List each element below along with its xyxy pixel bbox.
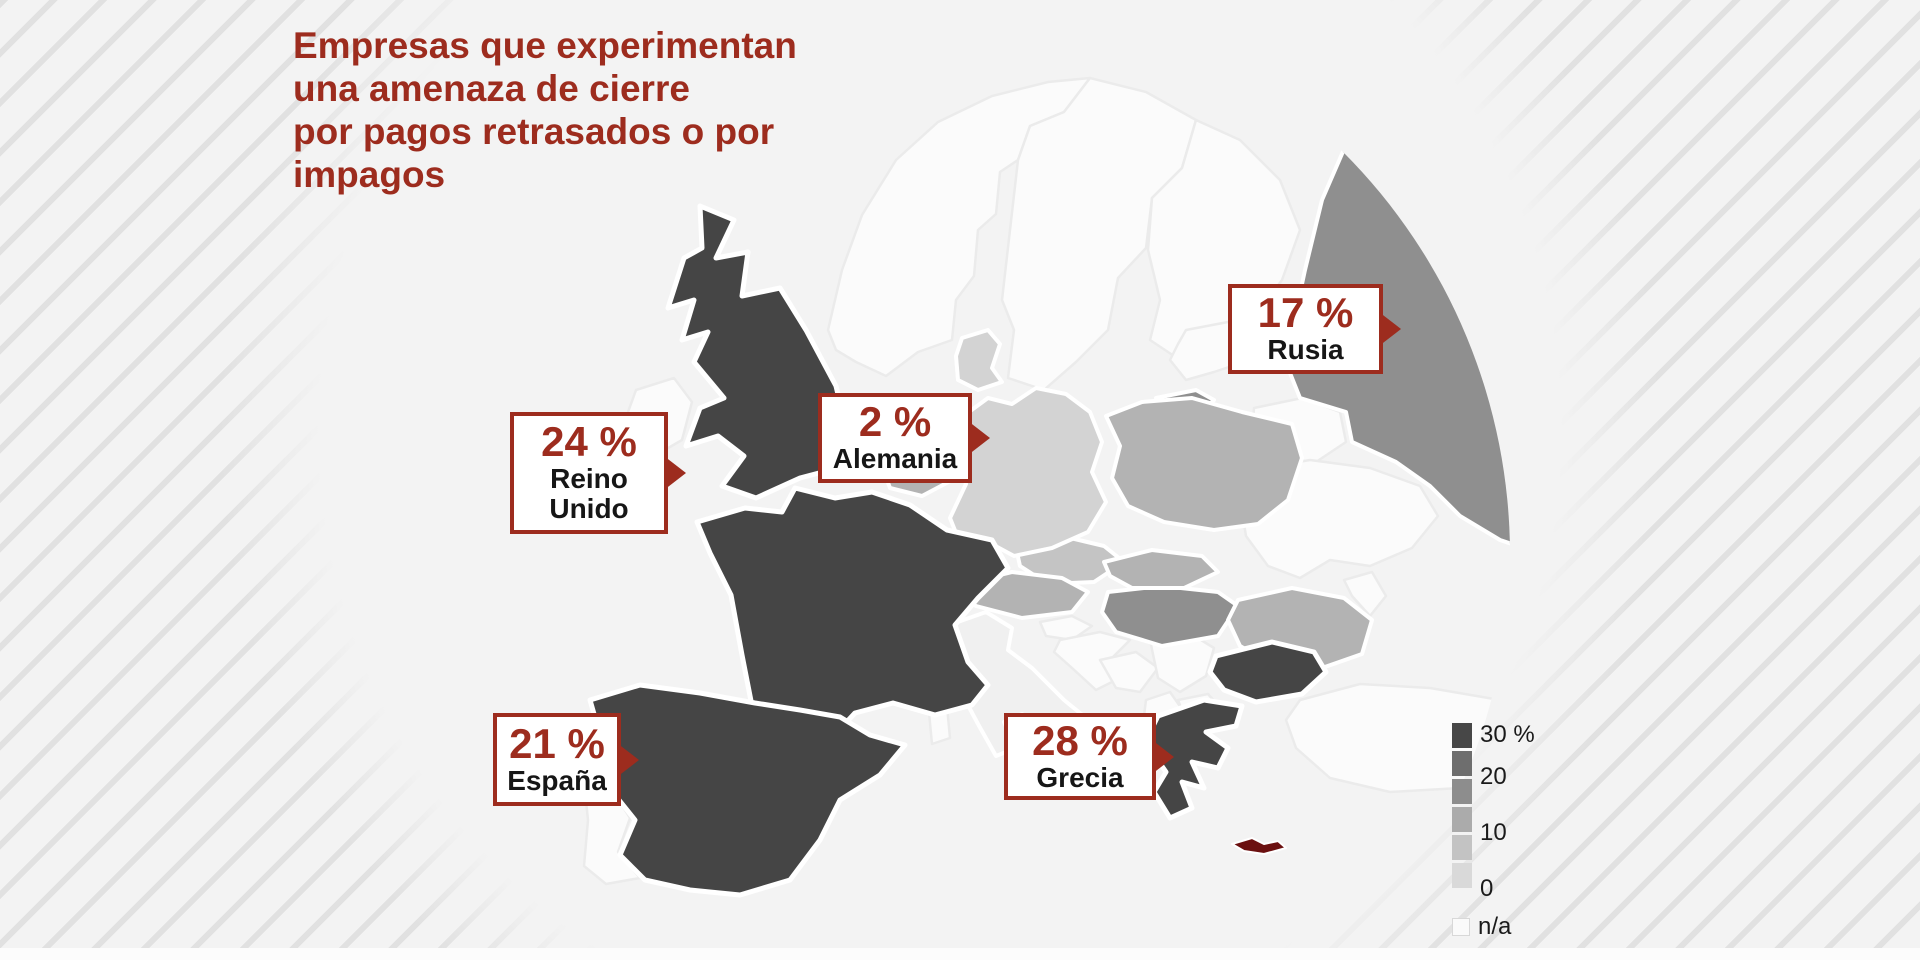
title-line-2: una amenaza de cierre	[293, 68, 690, 109]
legend-label-10: 10	[1480, 819, 1507, 846]
title-line-3: por pagos retrasados o por	[293, 111, 775, 152]
country-bulgaria	[1207, 639, 1329, 705]
callout-country-line: Reino	[550, 462, 628, 494]
callout-country-line: Grecia	[1036, 761, 1124, 793]
callout-value-rusia: 17 %	[1257, 289, 1354, 337]
chart-title: Empresas que experimentan una amenaza de…	[293, 24, 797, 196]
callout-espana: 21 % España	[493, 713, 639, 806]
legend-swatch-15	[1452, 807, 1472, 832]
title-line-4: impagos	[293, 154, 446, 195]
legend-na-row: n/a	[1452, 913, 1511, 941]
legend-label-30: 30 %	[1480, 721, 1535, 748]
callout-country-reino-unido: Reino Unido	[549, 462, 629, 526]
country-slovenia	[1038, 614, 1094, 642]
legend-swatch-10	[1452, 835, 1472, 860]
callout-arrow-right-icon	[617, 742, 639, 777]
callout-country-rusia: Rusia	[1267, 334, 1344, 366]
callout-alemania: 2 % Alemania	[818, 393, 990, 483]
country-moldova	[1342, 570, 1388, 618]
callout-country-grecia: Grecia	[1036, 761, 1124, 794]
country-united-kingdom	[665, 203, 851, 501]
callout-arrow-right-icon	[968, 421, 990, 455]
callout-country-line: Alemania	[832, 443, 958, 475]
callout-rusia: 17 % Rusia	[1228, 284, 1401, 374]
callout-value-espana: 21 %	[509, 719, 605, 767]
island-crete	[1231, 837, 1287, 855]
callout-country-alemania: Alemania	[832, 443, 958, 475]
country-denmark	[954, 328, 1004, 392]
country-norway	[826, 76, 1092, 378]
legend-label-0: 0	[1480, 875, 1494, 902]
country-sweden	[1000, 76, 1198, 392]
callout-reino-unido: 24 % Reino Unido	[510, 412, 686, 534]
country-bosnia	[1098, 650, 1160, 694]
callout-arrow-right-icon	[1379, 312, 1401, 346]
legend-swatch-30	[1452, 723, 1472, 748]
title-line-1: Empresas que experimentan	[293, 25, 797, 66]
callout-country-espana: España	[507, 764, 607, 797]
country-spain	[587, 682, 908, 898]
callout-country-line: Rusia	[1267, 334, 1344, 366]
legend-na-swatch	[1452, 918, 1470, 936]
callout-value-reino-unido: 24 %	[541, 417, 637, 465]
legend-swatch-5	[1452, 863, 1472, 888]
callout-arrow-right-icon	[664, 456, 686, 490]
legend-label-20: 20	[1480, 763, 1507, 790]
legend-swatch-20	[1452, 779, 1472, 804]
legend-na-label: n/a	[1478, 913, 1512, 940]
callout-arrow-right-icon	[1152, 739, 1174, 774]
callout-grecia: 28 % Grecia	[1004, 713, 1174, 800]
footer-strip	[0, 948, 1920, 960]
country-slovakia	[1102, 548, 1220, 590]
callout-value-alemania: 2 %	[858, 398, 932, 446]
color-scale-legend: 30 % 20 10 0 n/a	[1452, 723, 1582, 943]
callout-value-grecia: 28 %	[1032, 716, 1128, 764]
legend-swatch-25	[1452, 751, 1472, 776]
callout-country-line: Unido	[549, 493, 629, 525]
callout-country-line: España	[507, 764, 607, 796]
country-germany	[948, 386, 1108, 558]
country-poland	[1104, 396, 1304, 532]
